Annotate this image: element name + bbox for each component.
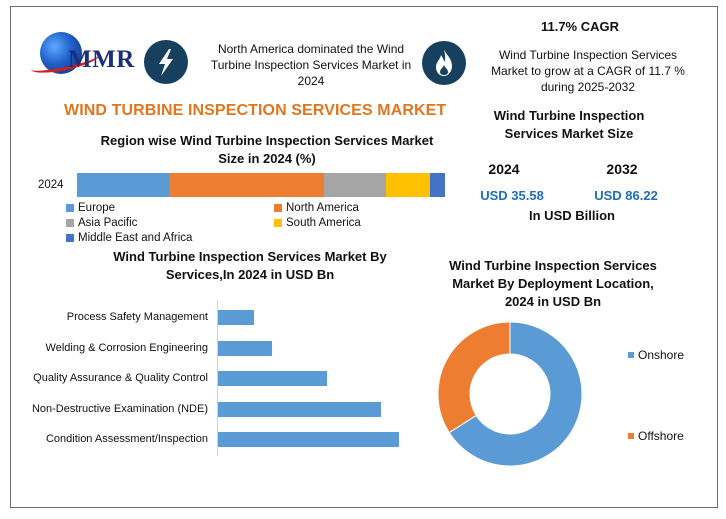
globe-icon (40, 32, 82, 74)
legend-label: South America (286, 217, 361, 229)
deployment-legend: Onshore Offshore (628, 348, 708, 448)
services-category-label-non-destructive-examination-nde: Non-Destructive Examination (NDE) (31, 402, 208, 415)
region-bar-segment-middle-east-and-africa (430, 173, 445, 197)
logo-text: MMR (68, 46, 135, 73)
legend-swatch (66, 219, 74, 227)
north-america-note: North America dominated the Wind Turbine… (210, 42, 412, 88)
main-title: WIND TURBINE INSPECTION SERVICES MARKET (64, 102, 447, 119)
market-size-value-2024: USD 35.58 (480, 188, 544, 203)
legend-label: Asia Pacific (78, 217, 138, 229)
region-stacked-bar (77, 173, 445, 197)
services-chart: Process Safety Management Welding & Corro… (0, 0, 400, 447)
region-legend: Europe North America Asia Pacific South Ame… (66, 202, 426, 248)
legend-label: North America (286, 202, 359, 214)
legend-label: Onshore (638, 348, 685, 362)
region-legend-item-asia-pacific: Asia Pacific (66, 217, 137, 229)
legend-label: Middle East and Africa (78, 232, 193, 244)
services-category-label-welding-corrosion-engineering: Welding & Corrosion Engineering (45, 341, 208, 354)
deployment-legend-item-offshore: Offshore (628, 429, 684, 443)
legend-swatch (628, 433, 634, 439)
region-legend-item-south-america: South America (274, 217, 361, 229)
region-bar-segment-north-america (169, 173, 324, 197)
legend-swatch (66, 234, 74, 242)
region-chart-title: Region wise Wind Turbine Inspection Serv… (100, 133, 434, 166)
services-bar-quality-assurance-quality-control (218, 371, 327, 386)
legend-label: Europe (78, 202, 116, 214)
services-bar-non-destructive-examination-nde (218, 401, 382, 417)
services-category-label-quality-assurance-quality-control: Quality Assurance & Quality Control (33, 372, 208, 384)
legend-swatch (628, 352, 634, 358)
region-legend-item-north-america: North America (274, 202, 359, 214)
services-axis-line (217, 300, 218, 456)
services-bar-condition-assessment-inspection (218, 432, 400, 447)
market-size-unit: In USD Billion (529, 208, 615, 223)
region-bar-segment-europe (77, 173, 169, 197)
lightning-icon (144, 40, 188, 84)
cagr-note: Wind Turbine Inspection Services Market … (491, 48, 685, 94)
services-category-label-condition-assessment-inspection: Condition Assessment/Inspection (45, 433, 208, 445)
cagr-title: 11.7% CAGR (540, 19, 620, 34)
region-legend-item-europe: Europe (66, 202, 115, 214)
deployment-legend-item-onshore: Onshore (628, 348, 684, 362)
services-bar-welding-corrosion-engineering (218, 340, 273, 356)
market-size-title: Wind Turbine Inspection Services Market … (493, 108, 645, 141)
market-size-value-2032: USD 86.22 (594, 188, 658, 203)
deployment-donut-chart (437, 321, 583, 467)
legend-swatch (66, 204, 74, 212)
legend-swatch (274, 219, 282, 227)
region-bar-segment-asia-pacific (323, 173, 387, 197)
infographic-frame (10, 6, 718, 508)
region-bar-segment-south-america (386, 173, 431, 197)
market-size-year-2024: 2024 (488, 161, 520, 177)
donut-slice-onshore (448, 321, 583, 467)
market-size-year-2032: 2032 (606, 161, 638, 177)
legend-swatch (274, 204, 282, 212)
services-category-label-process-safety-management: Process Safety Management (66, 311, 208, 323)
flame-icon (422, 41, 466, 85)
region-legend-item-middle-east-and-africa: Middle East and Africa (66, 232, 192, 244)
services-chart-title: Wind Turbine Inspection Services Market … (113, 249, 387, 282)
legend-label: Offshore (638, 429, 684, 443)
region-chart-category-label: 2024 (38, 179, 64, 191)
services-bar-process-safety-management (218, 310, 255, 325)
deployment-chart-title: Wind Turbine Inspection Services Market … (449, 258, 657, 309)
donut-slice-offshore (437, 321, 511, 434)
